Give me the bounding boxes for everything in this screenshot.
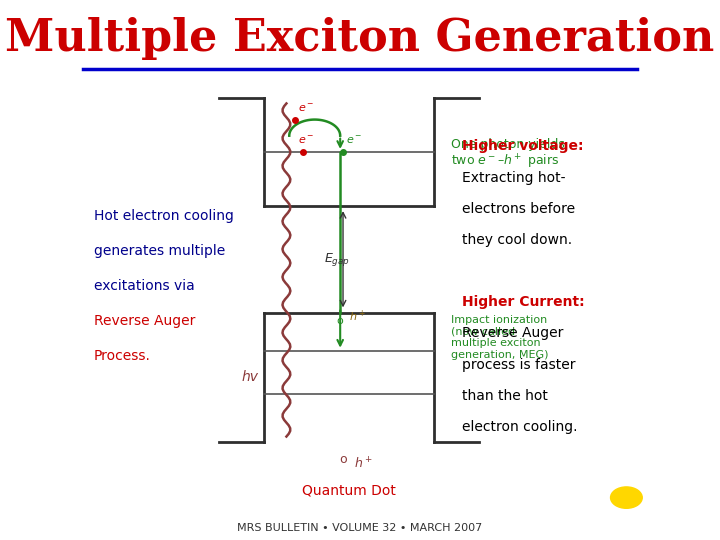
Text: Extracting hot-: Extracting hot- bbox=[462, 171, 565, 185]
Text: process is faster: process is faster bbox=[462, 357, 575, 372]
Text: Quantum Dot: Quantum Dot bbox=[302, 483, 395, 497]
Text: $e^-$: $e^-$ bbox=[346, 134, 362, 146]
Text: Higher Current:: Higher Current: bbox=[462, 295, 585, 309]
Circle shape bbox=[611, 487, 642, 508]
Text: Impact ionization
(now called
multiple exciton
generation, MEG): Impact ionization (now called multiple e… bbox=[451, 315, 548, 360]
Text: they cool down.: they cool down. bbox=[462, 233, 572, 247]
Text: $h^+$: $h^+$ bbox=[354, 456, 374, 472]
Text: $E_{gap}$: $E_{gap}$ bbox=[325, 251, 351, 268]
Text: electrons before: electrons before bbox=[462, 202, 575, 216]
Text: UD: UD bbox=[617, 512, 636, 522]
Text: than the hot: than the hot bbox=[462, 389, 548, 403]
Text: $h^+$: $h^+$ bbox=[348, 309, 366, 324]
Text: MRS BULLETIN • VOLUME 32 • MARCH 2007: MRS BULLETIN • VOLUME 32 • MARCH 2007 bbox=[238, 523, 482, 533]
Text: hv: hv bbox=[241, 370, 258, 384]
Text: Multiple Exciton Generation: Multiple Exciton Generation bbox=[5, 17, 715, 60]
Text: $e^-$: $e^-$ bbox=[298, 134, 314, 146]
Text: o: o bbox=[337, 316, 343, 326]
Text: Reverse Auger: Reverse Auger bbox=[94, 314, 195, 328]
Text: Hot electron cooling: Hot electron cooling bbox=[94, 210, 234, 223]
Text: o: o bbox=[339, 454, 347, 467]
Text: One photon yields
two $e^-$–$h^+$ pairs: One photon yields two $e^-$–$h^+$ pairs bbox=[451, 138, 564, 171]
Text: excitations via: excitations via bbox=[94, 279, 194, 293]
Text: Reverse Auger: Reverse Auger bbox=[462, 326, 563, 340]
Text: $e^-$: $e^-$ bbox=[298, 103, 314, 113]
Text: Higher voltage:: Higher voltage: bbox=[462, 139, 583, 153]
Text: electron cooling.: electron cooling. bbox=[462, 420, 577, 434]
Text: Process.: Process. bbox=[94, 349, 151, 363]
Text: generates multiple: generates multiple bbox=[94, 244, 225, 258]
